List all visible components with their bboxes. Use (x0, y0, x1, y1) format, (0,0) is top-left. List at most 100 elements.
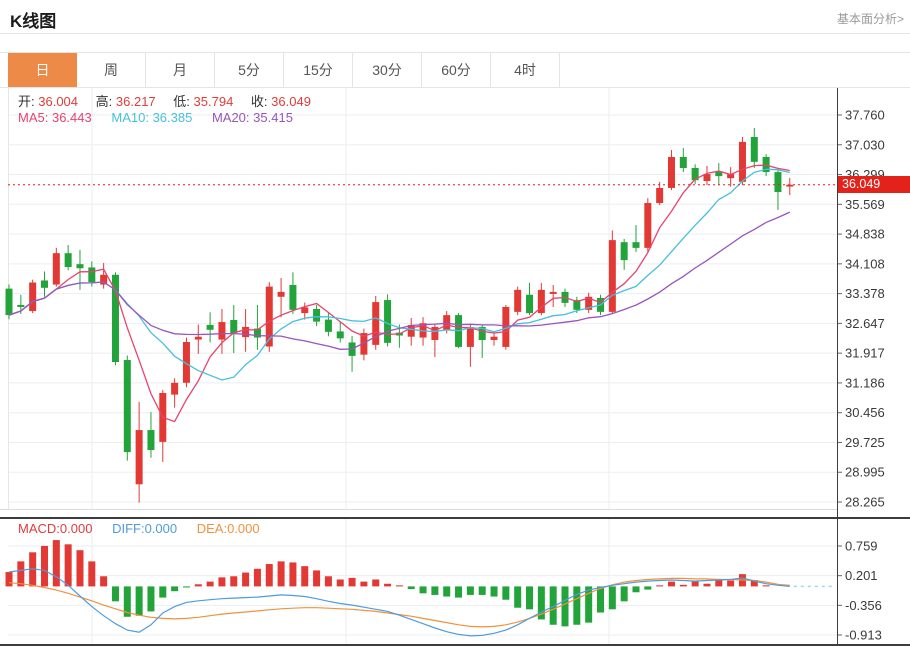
dea-value: 0.000 (227, 521, 260, 536)
dea-label: DEA: (196, 521, 228, 536)
ma5-value: 36.443 (51, 110, 92, 125)
candle-body (573, 300, 581, 310)
macd-hist-bar (762, 585, 770, 587)
candle-body (301, 307, 309, 314)
candle-body (727, 174, 735, 179)
candle-body (762, 156, 770, 173)
macd-hist-bar (218, 577, 226, 587)
candle-body (336, 331, 344, 339)
candle-body (76, 264, 84, 269)
ma10-value: 36.385 (152, 110, 193, 125)
macd-hist-bar (431, 586, 439, 595)
tab-30min[interactable]: 30分 (353, 53, 422, 87)
candle-body (502, 306, 510, 347)
macd-hist-bar (656, 585, 664, 587)
macd-hist-bar (561, 586, 569, 627)
page-title: K线图 (10, 12, 57, 31)
y-axis-label: 28.265 (845, 495, 885, 509)
macd-hist-bar (691, 580, 699, 587)
macd-hist-bar (5, 572, 13, 587)
macd-hist-bar (585, 586, 593, 623)
candle-body (466, 326, 474, 347)
y-axis-label: 34.108 (845, 256, 885, 271)
macd-hist-bar (277, 561, 285, 587)
interval-tabbar: 日周月 5分 15分 30分 60分 4时 (0, 52, 910, 88)
candle-body (632, 242, 640, 248)
candle-body (608, 240, 616, 312)
candle-body (537, 289, 545, 314)
ma10-label: MA10: (111, 110, 149, 125)
macd-hist-bar (147, 586, 155, 612)
candle-body (123, 359, 131, 453)
macd-hist-bar (573, 586, 581, 625)
macd-hist-bar (360, 581, 368, 587)
macd-hist-bar (727, 580, 735, 587)
tab-day[interactable]: 日 (8, 53, 77, 87)
open-label: 开: (18, 94, 35, 109)
candle-body (384, 300, 392, 343)
candle-body (443, 315, 451, 330)
candle-body (490, 336, 498, 340)
tab-month[interactable]: 月 (146, 53, 215, 87)
tab-5min[interactable]: 5分 (215, 53, 284, 87)
candle-body (253, 328, 261, 338)
candle-body (750, 137, 758, 162)
candle-body (88, 267, 96, 283)
y-axis-label: 31.917 (845, 346, 885, 361)
candle-body (407, 324, 415, 337)
macd-hist-bar (230, 576, 238, 587)
candlestick-chart: 37.76037.03036.29935.56934.83834.10833.3… (5, 88, 885, 509)
macd-hist-bar (348, 577, 356, 587)
candle-body (691, 167, 699, 181)
candle-body (431, 326, 439, 340)
tab-15min[interactable]: 15分 (284, 53, 353, 87)
candle-body (29, 282, 37, 312)
macd-hist-bar (502, 586, 510, 600)
fundamental-analysis-link[interactable]: 基本面分析> (836, 12, 904, 26)
candle-body (194, 336, 202, 340)
macd-hist-bar (336, 579, 344, 587)
diff-line (8, 568, 790, 637)
candle-body (218, 322, 226, 340)
y-axis-label: 29.725 (845, 435, 885, 450)
ma-legend: MA5: 36.443 MA10: 36.385 MA20: 35.415 (18, 110, 309, 125)
candle-body (147, 430, 155, 451)
macd-hist-bar (715, 578, 723, 587)
macd-hist-bar (384, 583, 392, 587)
macd-axis-label: 0.759 (845, 539, 878, 554)
open-value: 36.004 (38, 94, 79, 109)
macd-hist-bar (455, 586, 463, 598)
candle-body (679, 156, 687, 168)
macd-hist-bar (395, 585, 403, 587)
candle-body (715, 172, 723, 177)
candle-body (5, 288, 13, 316)
tab-60min[interactable]: 60分 (422, 53, 491, 87)
macd-hist-bar (182, 586, 190, 588)
candle-body (40, 280, 48, 288)
macd-hist-bar (514, 586, 522, 608)
candle-body (206, 324, 214, 330)
macd-panel-top-border (0, 517, 910, 519)
candle-body (52, 253, 60, 285)
candle-body (182, 342, 190, 383)
tab-4hour[interactable]: 4时 (491, 53, 560, 87)
macd-hist-bar (526, 586, 534, 610)
macd-hist-bar (478, 586, 486, 595)
high-value: 36.217 (115, 94, 156, 109)
macd-hist-bar (301, 566, 309, 587)
macd-hist-bar (52, 540, 60, 587)
macd-hist-bar (171, 586, 179, 592)
tab-week[interactable]: 周 (77, 53, 146, 87)
macd-hist-bar (620, 586, 628, 602)
candle-body (277, 291, 285, 297)
macd-hist-bar (608, 586, 616, 610)
high-label: 高: (95, 94, 113, 109)
candle-body (289, 284, 297, 310)
candle-body (656, 187, 664, 204)
ma20-value: 35.415 (253, 110, 293, 125)
y-axis-line (837, 88, 838, 644)
macd-value: 0.000 (59, 521, 93, 536)
macd-axis-label: -0.356 (845, 598, 882, 613)
macd-hist-bar (443, 586, 451, 597)
candle-body (774, 172, 782, 193)
